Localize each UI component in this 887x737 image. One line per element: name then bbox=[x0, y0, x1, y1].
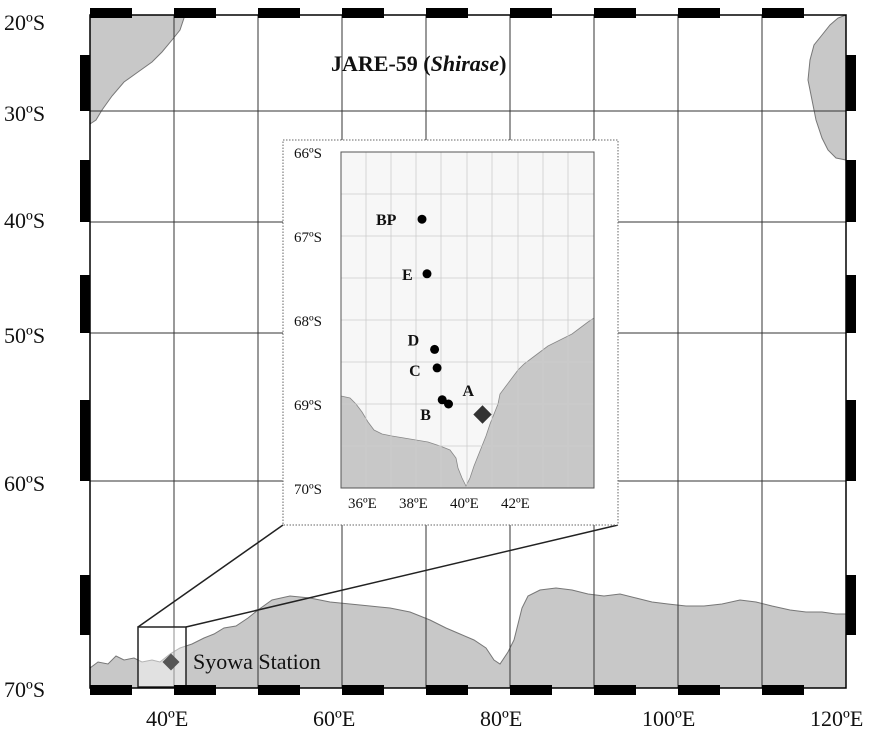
antarctica-land bbox=[89, 587, 847, 689]
inset-lat-label-67s: 67ºS bbox=[294, 230, 322, 246]
inset-lon-labels: 36ºE 38ºE 40ºE 42ºE bbox=[348, 496, 530, 512]
sampling-point-a bbox=[444, 399, 453, 409]
inset-lat-label-70s: 70ºS bbox=[294, 482, 322, 498]
sampling-point-label-a: A bbox=[463, 383, 475, 400]
inset-lon-label-36e: 36ºE bbox=[348, 496, 377, 512]
inset-land bbox=[340, 317, 595, 489]
sampling-point-c bbox=[432, 363, 442, 373]
syowa-station-label: Syowa Station bbox=[193, 649, 321, 674]
inset-lat-labels: 66ºS 67ºS 68ºS 69ºS 70ºS bbox=[294, 146, 322, 498]
title-suffix: ) bbox=[499, 51, 506, 76]
main-lat-labels: 20ºS 30ºS 40ºS 50ºS 60ºS 70ºS bbox=[4, 10, 45, 702]
sampling-point-bp bbox=[417, 214, 427, 224]
lat-label-40s: 40ºS bbox=[4, 208, 45, 233]
sampling-point-label-b: B bbox=[420, 407, 431, 424]
inset-sampling-points: BP E DC B A bbox=[376, 212, 475, 424]
lon-label-40e: 40ºE bbox=[146, 706, 188, 731]
lat-label-60s: 60ºS bbox=[4, 471, 45, 496]
lon-label-120e: 120ºE bbox=[810, 706, 863, 731]
lon-label-100e: 100ºE bbox=[642, 706, 695, 731]
map-border-checker bbox=[80, 8, 856, 695]
inset-grid bbox=[341, 152, 594, 488]
lat-label-20s: 20ºS bbox=[4, 10, 45, 35]
madagascar-land bbox=[89, 14, 186, 125]
sampling-point-e bbox=[422, 269, 432, 279]
lon-label-80e: 80ºE bbox=[480, 706, 522, 731]
main-map: Syowa Station bbox=[4, 8, 863, 731]
inset-lat-label-69s: 69ºS bbox=[294, 398, 322, 414]
lat-label-50s: 50ºS bbox=[4, 323, 45, 348]
inset-syowa-station-marker bbox=[473, 405, 492, 424]
inset-lon-label-42e: 42ºE bbox=[501, 496, 530, 512]
lat-label-30s: 30ºS bbox=[4, 101, 45, 126]
inset-plot-frame bbox=[340, 151, 595, 489]
title-ship-name: Shirase bbox=[431, 51, 500, 76]
inset-map: 66ºS 67ºS 68ºS 69ºS 70ºS 36ºE 38ºE 40ºE … bbox=[282, 139, 619, 526]
inset-lon-label-38e: 38ºE bbox=[399, 496, 428, 512]
main-land bbox=[89, 14, 847, 689]
inset-lat-label-68s: 68ºS bbox=[294, 314, 322, 330]
inset-lat-label-66s: 66ºS bbox=[294, 146, 322, 162]
lon-label-60e: 60ºE bbox=[313, 706, 355, 731]
sampling-point-label-e: E bbox=[402, 267, 413, 284]
study-area-box bbox=[137, 626, 187, 688]
sampling-point-d bbox=[430, 344, 440, 354]
zoom-connector-lines bbox=[137, 524, 619, 628]
sampling-point-label-d: D bbox=[408, 332, 420, 349]
sampling-point-label-bp: BP bbox=[376, 212, 397, 229]
map-title: JARE-59 (Shirase) bbox=[331, 51, 506, 76]
lat-label-70s: 70ºS bbox=[4, 677, 45, 702]
sampling-point-label-c: C bbox=[409, 363, 421, 380]
inset-antarctica-land bbox=[340, 317, 595, 489]
australia-land bbox=[807, 14, 847, 161]
syowa-station-marker bbox=[162, 653, 180, 671]
inset-lon-label-40e: 40ºE bbox=[450, 496, 479, 512]
main-lon-labels: 40ºE 60ºE 80ºE 100ºE 120ºE bbox=[146, 706, 863, 731]
title-prefix: JARE-59 ( bbox=[331, 51, 431, 76]
